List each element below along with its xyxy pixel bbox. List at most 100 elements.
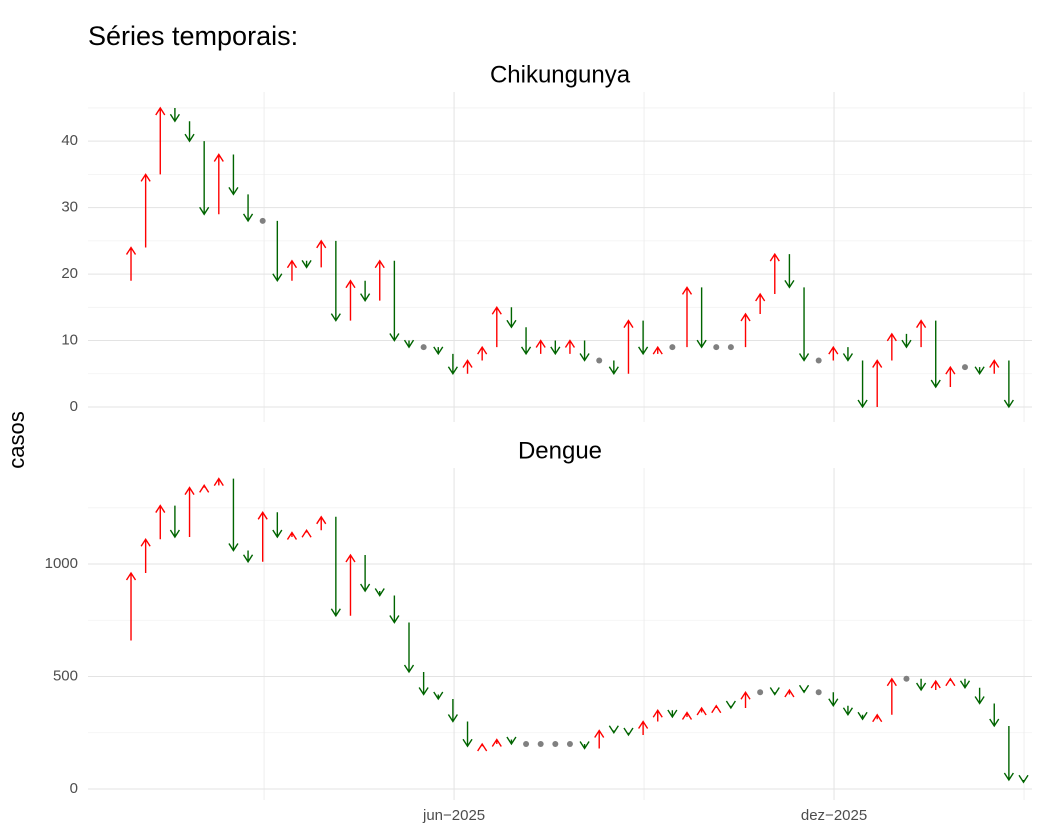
down-arrow (433, 691, 444, 701)
up-arrow (316, 515, 327, 531)
up-arrow (301, 529, 312, 538)
y-tick-label: 0 (70, 398, 78, 415)
up-arrow (213, 153, 224, 215)
down-arrow (447, 699, 458, 723)
down-arrow (667, 709, 678, 719)
down-arrow (506, 307, 517, 329)
down-arrow (360, 555, 371, 593)
down-arrow (1018, 774, 1029, 784)
up-arrow (462, 359, 473, 374)
up-arrow (740, 690, 751, 709)
up-arrow (286, 259, 298, 281)
up-arrow (155, 504, 166, 540)
up-arrow (872, 713, 883, 723)
up-arrow (769, 252, 780, 295)
up-arrow (184, 486, 195, 538)
up-arrow (916, 319, 927, 348)
down-arrow (403, 622, 415, 674)
up-arrow (155, 106, 166, 175)
up-arrow (681, 286, 693, 348)
up-arrow (140, 173, 151, 248)
flat-point (523, 740, 530, 747)
up-arrow (257, 511, 268, 562)
up-arrow (345, 553, 356, 616)
down-arrow (608, 725, 619, 735)
up-arrow (491, 738, 502, 747)
up-arrow (638, 720, 649, 735)
down-arrow (330, 516, 341, 618)
down-arrow (330, 240, 341, 322)
down-arrow (798, 684, 810, 694)
flat-point (566, 740, 573, 747)
flat-point (420, 344, 427, 351)
down-arrow (798, 287, 810, 362)
down-arrow (447, 353, 458, 376)
up-arrow (784, 688, 795, 698)
down-arrow (403, 339, 415, 349)
down-arrow (608, 360, 619, 376)
flat-point (713, 344, 720, 351)
down-arrow (828, 692, 839, 708)
up-arrow (477, 345, 488, 361)
down-arrow (930, 320, 941, 389)
flat-point (727, 344, 734, 351)
panel-title: Dengue (518, 437, 602, 464)
down-arrow (506, 736, 517, 746)
down-arrow (550, 340, 561, 356)
up-arrow (930, 679, 941, 691)
down-arrow (169, 107, 180, 123)
up-arrow (989, 359, 1000, 374)
up-arrow (872, 359, 883, 407)
up-arrow (345, 279, 356, 321)
flat-point (596, 357, 603, 364)
up-arrow (535, 339, 546, 354)
flat-point (757, 689, 764, 696)
up-arrow (696, 706, 707, 716)
down-arrow (769, 687, 780, 696)
flat-point (815, 357, 822, 364)
up-arrow (652, 708, 663, 722)
up-arrow (477, 742, 488, 752)
down-arrow (974, 687, 985, 705)
up-arrow (140, 538, 151, 574)
x-tick-label: dez−2025 (801, 807, 867, 824)
up-arrow (711, 704, 722, 714)
down-arrow (784, 254, 795, 289)
up-arrow (125, 246, 137, 281)
flat-point (259, 217, 266, 224)
y-tick-label: 0 (70, 780, 78, 797)
up-arrow (828, 345, 839, 361)
down-arrow (389, 595, 400, 624)
up-arrow (286, 531, 298, 540)
down-arrow (360, 280, 371, 302)
down-arrow (901, 333, 912, 349)
down-arrow (974, 366, 985, 376)
y-tick-label: 500 (53, 667, 78, 684)
up-arrow (125, 571, 137, 641)
down-arrow (696, 287, 707, 349)
y-tick-label: 30 (61, 199, 78, 216)
down-arrow (272, 220, 283, 283)
x-tick-label: jun−2025 (422, 807, 485, 824)
up-arrow (199, 484, 210, 493)
flat-point (961, 364, 968, 371)
up-arrow (316, 239, 327, 268)
up-arrow (652, 345, 663, 355)
y-tick-label: 1000 (45, 555, 78, 572)
down-arrow (989, 703, 1000, 728)
down-arrow (857, 360, 868, 409)
down-arrow (228, 154, 239, 196)
down-arrow (579, 340, 590, 362)
flat-point (815, 689, 822, 696)
down-arrow (842, 705, 854, 717)
down-arrow (374, 588, 385, 597)
up-arrow (755, 292, 766, 314)
up-arrow (374, 259, 385, 301)
down-arrow (916, 678, 927, 692)
up-arrow (594, 729, 605, 749)
down-arrow (418, 672, 429, 696)
down-arrow (842, 347, 854, 362)
down-arrow (725, 700, 736, 710)
y-axis-label: casos (4, 411, 29, 468)
